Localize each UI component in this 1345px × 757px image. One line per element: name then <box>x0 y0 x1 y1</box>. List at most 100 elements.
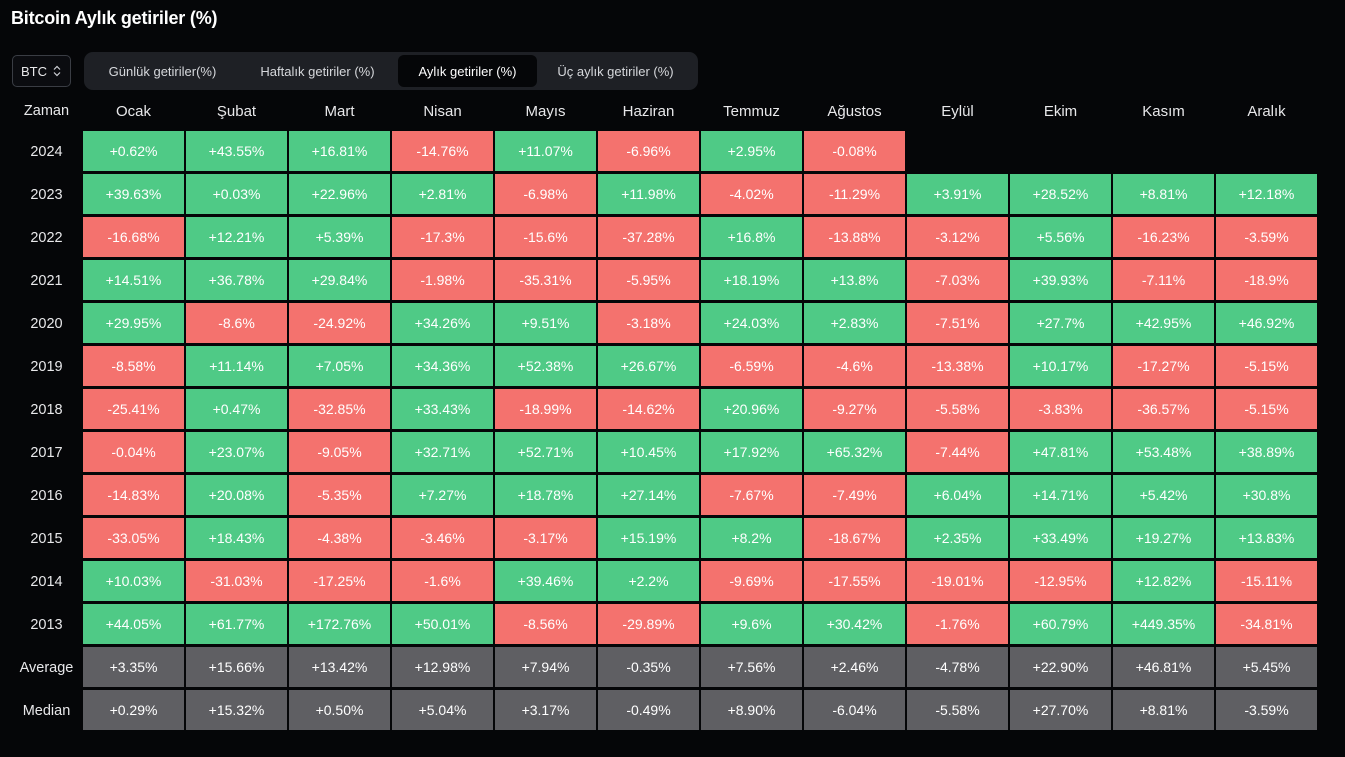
return-cell: +2.2% <box>598 561 699 601</box>
row-label: 2015 <box>30 530 63 547</box>
return-cell: -15.11% <box>1216 561 1317 601</box>
return-cell: -18.99% <box>495 389 596 429</box>
return-cell: -4.78% <box>907 647 1008 687</box>
return-cell: -31.03% <box>186 561 287 601</box>
return-cell: +43.55% <box>186 131 287 171</box>
return-cell: +26.67% <box>598 346 699 386</box>
table-row: 2015 -33.05% +18.43% -4.38% -3.46% -3.17% +15.… <box>10 517 1319 560</box>
return-cell: -9.05% <box>289 432 390 472</box>
return-cell: +14.51% <box>83 260 184 300</box>
return-cell: +15.19% <box>598 518 699 558</box>
return-cell: +42.95% <box>1113 303 1214 343</box>
return-cell: -0.04% <box>83 432 184 472</box>
column-header: Kasım <box>1142 102 1185 120</box>
return-cell: -4.6% <box>804 346 905 386</box>
return-cell: +5.39% <box>289 217 390 257</box>
return-cell: -19.01% <box>907 561 1008 601</box>
column-header: Aralık <box>1247 102 1286 120</box>
column-header: Haziran <box>622 102 675 120</box>
return-cell: -1.76% <box>907 604 1008 644</box>
return-cell: +3.17% <box>495 690 596 730</box>
tab-monthly[interactable]: Aylık getiriler (%) <box>398 55 537 87</box>
return-cell: +0.03% <box>186 174 287 214</box>
return-cell: -9.69% <box>701 561 802 601</box>
return-cell: +52.71% <box>495 432 596 472</box>
return-cell: +5.42% <box>1113 475 1214 515</box>
return-cell: +27.70% <box>1010 690 1111 730</box>
return-cell: +23.07% <box>186 432 287 472</box>
column-header: Mayıs <box>525 102 566 120</box>
tab-daily[interactable]: Günlük getiriler(%) <box>108 63 217 79</box>
returns-table: Zaman Ocak Şubat Mart Nisan Mayıs Hazira… <box>10 92 1319 732</box>
return-cell: +3.35% <box>83 647 184 687</box>
row-label: Median <box>22 702 71 719</box>
period-tabs: Günlük getiriler(%) Haftalık getiriler (… <box>84 52 698 90</box>
return-cell: +2.46% <box>804 647 905 687</box>
return-cell: -0.49% <box>598 690 699 730</box>
return-cell: +11.98% <box>598 174 699 214</box>
table-row: 2023 +39.63% +0.03% +22.96% +2.81% -6.98% +11.… <box>10 173 1319 216</box>
table-row: 2019 -8.58% +11.14% +7.05% +34.36% +52.38% +26… <box>10 345 1319 388</box>
return-cell: -35.31% <box>495 260 596 300</box>
row-label: 2018 <box>30 401 63 418</box>
return-cell: +16.81% <box>289 131 390 171</box>
tab-weekly[interactable]: Haftalık getiriler (%) <box>260 63 375 79</box>
return-cell: -33.05% <box>83 518 184 558</box>
return-cell: +12.82% <box>1113 561 1214 601</box>
return-cell: +2.35% <box>907 518 1008 558</box>
return-cell: +172.76% <box>289 604 390 644</box>
return-cell: -16.23% <box>1113 217 1214 257</box>
return-cell: -17.27% <box>1113 346 1214 386</box>
return-cell: +19.27% <box>1113 518 1214 558</box>
return-cell: +13.8% <box>804 260 905 300</box>
return-cell: -5.35% <box>289 475 390 515</box>
return-cell: -3.83% <box>1010 389 1111 429</box>
return-cell: +0.29% <box>83 690 184 730</box>
return-cell: +5.56% <box>1010 217 1111 257</box>
return-cell: -37.28% <box>598 217 699 257</box>
row-label: 2016 <box>30 487 63 504</box>
return-cell: +2.83% <box>804 303 905 343</box>
return-cell: +7.56% <box>701 647 802 687</box>
column-header: Ocak <box>115 102 151 120</box>
column-header: Şubat <box>216 102 257 120</box>
return-cell: +14.71% <box>1010 475 1111 515</box>
return-cell: +29.95% <box>83 303 184 343</box>
return-cell: -4.02% <box>701 174 802 214</box>
return-cell: +28.52% <box>1010 174 1111 214</box>
empty-cell <box>907 131 1008 171</box>
return-cell: -5.95% <box>598 260 699 300</box>
row-label: 2024 <box>30 143 63 160</box>
return-cell: +27.14% <box>598 475 699 515</box>
page-title: Bitcoin Aylık getiriler (%) <box>11 8 218 28</box>
return-cell: +10.03% <box>83 561 184 601</box>
return-cell: +39.93% <box>1010 260 1111 300</box>
return-cell: +65.32% <box>804 432 905 472</box>
return-cell: -17.25% <box>289 561 390 601</box>
return-cell: -3.12% <box>907 217 1008 257</box>
return-cell: -6.04% <box>804 690 905 730</box>
coin-select[interactable]: BTC <box>12 55 71 87</box>
return-cell: -7.49% <box>804 475 905 515</box>
return-cell: -13.88% <box>804 217 905 257</box>
return-cell: -1.98% <box>392 260 493 300</box>
return-cell: +60.79% <box>1010 604 1111 644</box>
return-cell: +12.21% <box>186 217 287 257</box>
return-cell: +0.50% <box>289 690 390 730</box>
return-cell: -6.98% <box>495 174 596 214</box>
return-cell: -36.57% <box>1113 389 1214 429</box>
return-cell: -16.68% <box>83 217 184 257</box>
return-cell: +33.49% <box>1010 518 1111 558</box>
return-cell: -15.6% <box>495 217 596 257</box>
tab-quarterly[interactable]: Üç aylık getiriler (%) <box>557 63 674 79</box>
return-cell: +38.89% <box>1216 432 1317 472</box>
table-row: 2022 -16.68% +12.21% +5.39% -17.3% -15.6% -37.… <box>10 216 1319 259</box>
return-cell: +8.81% <box>1113 174 1214 214</box>
row-label: Average <box>19 659 74 676</box>
row-label: 2014 <box>30 573 63 590</box>
column-header: Eylül <box>941 102 974 120</box>
return-cell: +30.42% <box>804 604 905 644</box>
return-cell: +6.04% <box>907 475 1008 515</box>
table-row: 2020 +29.95% -8.6% -24.92% +34.26% +9.51% -3.1… <box>10 302 1319 345</box>
